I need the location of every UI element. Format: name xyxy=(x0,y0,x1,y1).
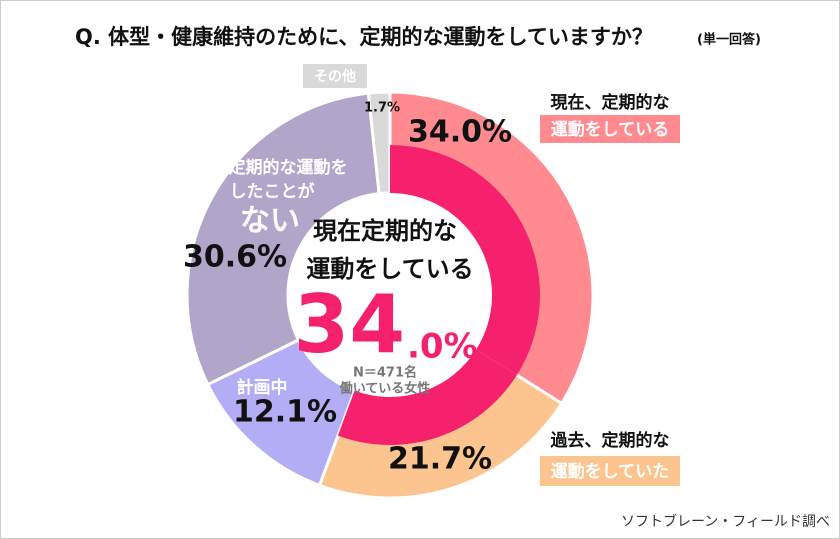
category-label: その他 xyxy=(314,68,356,85)
category-label: 運動をしている xyxy=(551,119,670,140)
center-note: 働いている女性 xyxy=(339,381,431,397)
center-value-decimal: .0% xyxy=(407,327,478,367)
center-line: 現在定期的な xyxy=(313,217,457,245)
value-label: 21.7% xyxy=(388,442,492,477)
center-line: 運動をしている xyxy=(306,255,473,283)
source: ソフトブレーン・フィールド調べ xyxy=(621,513,830,530)
chart-subtitle: (単一回答) xyxy=(697,32,761,48)
center-value: 34 xyxy=(294,278,405,371)
category-label: ない xyxy=(240,204,300,239)
value-label: 34.0% xyxy=(408,115,512,150)
label-box xyxy=(540,115,680,143)
label-box xyxy=(303,64,367,88)
chart-title: Q. 体型・健康維持のために、定期的な運動をしていますか？ xyxy=(75,25,653,49)
category-label: 運動をしていた xyxy=(551,461,670,482)
category-label: したことが xyxy=(230,181,315,202)
category-label: 計画中 xyxy=(237,377,288,398)
value-label: 30.6% xyxy=(183,240,287,275)
category-label: 定期的な運動を xyxy=(229,157,348,178)
category-label: 過去、定期的な xyxy=(551,430,670,451)
center-note: N＝471名 xyxy=(353,365,417,381)
inner-ring-segment xyxy=(337,349,517,445)
value-label: 1.7% xyxy=(364,101,400,116)
value-label: 12.1% xyxy=(233,395,337,430)
label-box xyxy=(540,456,680,486)
inner-ring-segment xyxy=(390,145,541,376)
category-label: 現在、定期的な xyxy=(551,92,670,113)
donut-segment xyxy=(185,91,381,387)
